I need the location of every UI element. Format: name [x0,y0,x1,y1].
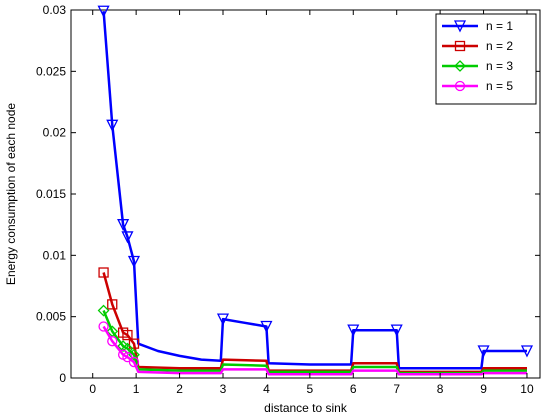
x-tick-label: 6 [350,382,357,396]
legend-marker [454,80,466,92]
y-tick-label: 0.025 [36,64,66,78]
x-tick-label: 8 [437,382,444,396]
x-tick-label: 9 [480,382,487,396]
legend: n = 1 n = 2 n = 3 n = 5 [435,13,537,105]
x-tick-label: 3 [220,382,227,396]
legend-item: n = 1 [442,19,513,33]
data-point [122,329,133,341]
y-axis-title: Energy consumption of each node [4,103,18,285]
legend-marker [453,20,467,33]
legend-item: n = 3 [442,59,513,73]
legend-box [435,13,537,105]
legend-label: n = 2 [486,39,513,53]
y-tick-label: 0.03 [43,3,67,17]
data-point [128,356,140,368]
data-point [97,304,110,317]
legend-marker [454,40,466,52]
y-tick-label: 0.015 [36,187,66,201]
y-tick-label: 0 [59,371,66,385]
data-point [106,119,119,132]
legend-item: n = 2 [442,39,513,53]
series-line [102,11,527,370]
y-tick-label: 0.02 [43,126,67,140]
series-layer [97,5,534,376]
data-point [128,348,140,361]
data-point [107,336,118,347]
legend-item: n = 5 [442,79,513,93]
legend-label: n = 5 [486,79,513,93]
series-1 [97,5,534,370]
legend-label: n = 3 [486,59,513,73]
legend-marker [454,60,466,72]
data-point [121,231,134,244]
x-tick-label: 10 [520,382,534,396]
legend-label: n = 1 [486,19,513,33]
y-tick-label: 0.005 [36,310,66,324]
data-point [98,321,109,332]
series-4 [98,321,527,376]
data-point [97,5,110,18]
data-point [347,324,360,337]
data-point [127,255,141,268]
y-tick-label: 0.01 [43,248,67,262]
data-point [390,324,403,337]
data-point [122,351,133,363]
data-point [216,313,230,326]
x-axis-title: distance to sink [264,401,348,415]
data-point [260,320,273,333]
data-point [128,338,140,349]
x-tick-label: 2 [176,382,183,396]
x-tick-label: 4 [263,382,270,396]
x-tick-label: 0 [89,382,96,396]
x-tick-label: 1 [133,382,140,396]
ticks-layer: 0 1 2 3 4 5 6 7 8 9 10 0 0.005 0.01 0.015 0.02 0.025 0.03 [36,3,540,396]
x-tick-label: 7 [393,382,400,396]
data-point [98,267,109,278]
data-point [107,299,118,310]
data-point [520,345,534,358]
x-tick-label: 5 [306,382,313,396]
data-point [477,345,490,358]
data-point [117,219,130,232]
